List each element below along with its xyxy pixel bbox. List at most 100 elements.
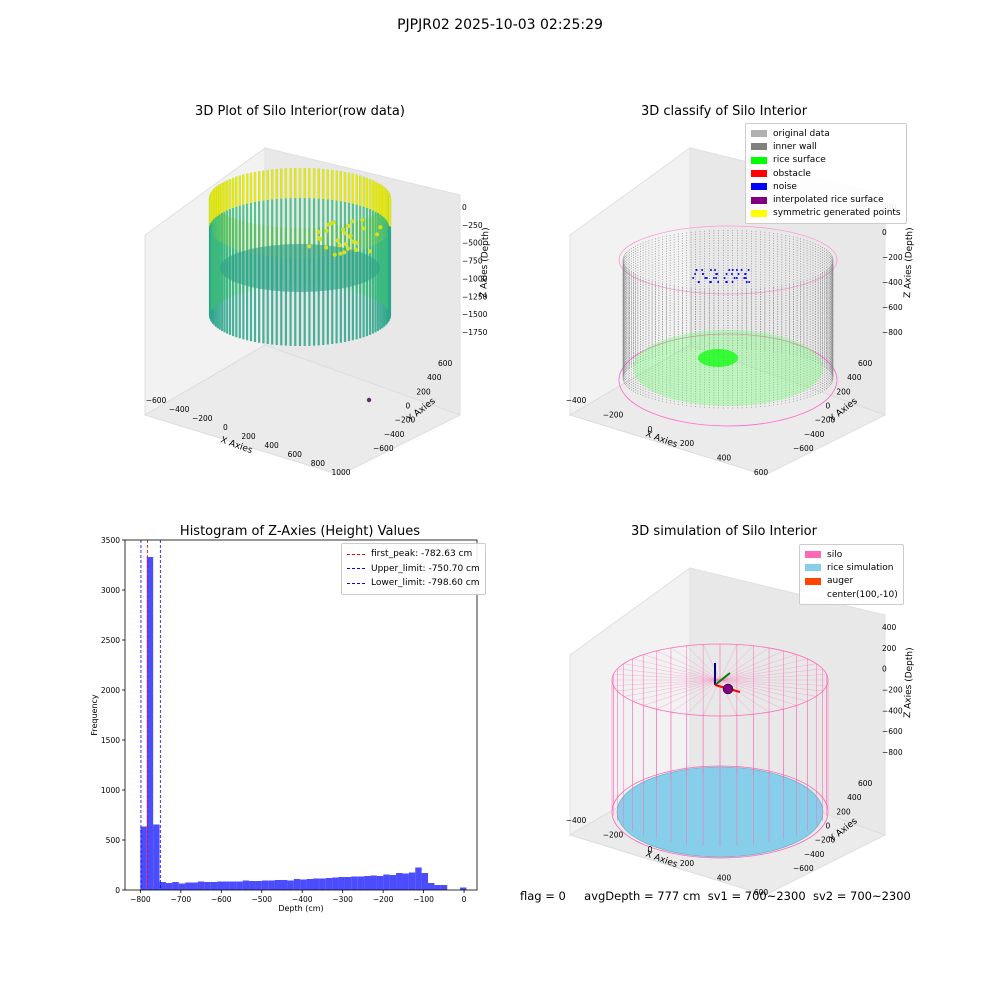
noise-point bbox=[732, 281, 734, 283]
y-tick-label: 400 bbox=[427, 373, 442, 382]
noise-point bbox=[724, 277, 726, 279]
y-tick-label: 200 bbox=[836, 807, 851, 816]
legend-label: center(100,-10) bbox=[827, 590, 898, 600]
noise-point bbox=[734, 277, 736, 279]
legend-swatch bbox=[751, 130, 767, 137]
legend-swatch bbox=[751, 170, 767, 177]
noise-point bbox=[736, 269, 738, 271]
legend-label: obstacle bbox=[773, 169, 811, 179]
x-tick-label: 400 bbox=[717, 874, 732, 883]
y-tick-label: 600 bbox=[858, 779, 873, 788]
z-axis-label: Z Axies (Depth) bbox=[479, 227, 491, 298]
legend-label: symmetric generated points bbox=[773, 208, 901, 218]
legend-item: center(100,-10) bbox=[805, 588, 898, 601]
classify-plot-title: 3D classify of Silo Interior bbox=[524, 104, 924, 119]
y-tick-label: 200 bbox=[836, 387, 851, 396]
noise-point bbox=[701, 269, 703, 271]
histogram-bar bbox=[351, 877, 357, 891]
noise-point bbox=[745, 277, 747, 279]
noise-point bbox=[341, 228, 345, 232]
histogram-bar bbox=[383, 875, 389, 891]
noise-point bbox=[745, 273, 747, 275]
x-tick-label: −400 bbox=[566, 396, 587, 405]
histogram-bar bbox=[281, 880, 287, 890]
y-tick-label: −600 bbox=[373, 444, 394, 453]
noise-point bbox=[698, 281, 700, 283]
noise-point bbox=[360, 218, 364, 222]
x-tick-label: −600 bbox=[146, 396, 167, 405]
noise-point bbox=[748, 281, 750, 283]
histogram-bar bbox=[326, 878, 332, 890]
x-tick-label: −400 bbox=[169, 405, 190, 414]
histogram-bar bbox=[371, 876, 377, 891]
y-tick-label: 400 bbox=[847, 373, 862, 382]
z-tick-label: 0 bbox=[882, 665, 887, 674]
simulation-plot-title: 3D simulation of Silo Interior bbox=[524, 524, 924, 539]
legend-label: interpolated rice surface bbox=[773, 195, 884, 205]
z-axis-label: Z Axies (Depth) bbox=[903, 227, 915, 298]
legend-label: original data bbox=[773, 129, 830, 139]
z-tick-label: −200 bbox=[882, 686, 903, 695]
legend-swatch bbox=[805, 551, 821, 558]
y-tick-label: −400 bbox=[384, 430, 405, 439]
legend-item: silo bbox=[805, 548, 898, 561]
x-axis-label: Depth (cm) bbox=[278, 904, 323, 913]
y-tick-label: −400 bbox=[804, 850, 825, 859]
avg-depth-text: avgDepth = 777 cm bbox=[584, 889, 700, 903]
x-tick-label: −600 bbox=[211, 895, 232, 904]
legend-swatch bbox=[805, 591, 821, 598]
noise-point bbox=[706, 277, 708, 279]
legend-swatch bbox=[751, 197, 767, 204]
y-tick-label: 600 bbox=[438, 359, 453, 368]
z-tick-label: −1750 bbox=[462, 328, 488, 337]
noise-point bbox=[710, 269, 712, 271]
rice-surface-peak bbox=[698, 349, 738, 367]
histogram-bar bbox=[441, 885, 447, 890]
z-tick-label: −600 bbox=[882, 303, 903, 312]
z-tick-label: 0 bbox=[462, 203, 467, 212]
histogram-bar bbox=[307, 879, 313, 890]
x-tick-label: 0 bbox=[223, 423, 228, 432]
legend-label: inner wall bbox=[773, 142, 817, 152]
histogram-bar bbox=[396, 873, 402, 890]
legend-item: auger bbox=[805, 575, 898, 588]
y-tick-label: 3000 bbox=[101, 586, 120, 595]
sv2-text: sv2 = 700~2300 bbox=[813, 889, 911, 903]
noise-point bbox=[716, 273, 718, 275]
y-tick-label: 0 bbox=[826, 822, 831, 831]
center-marker bbox=[723, 684, 733, 694]
histogram-bar bbox=[332, 878, 338, 891]
noise-point bbox=[355, 241, 359, 245]
histogram-bar bbox=[287, 881, 293, 891]
noise-point bbox=[731, 273, 733, 275]
noise-point bbox=[695, 269, 697, 271]
legend-line-sample bbox=[347, 554, 365, 555]
noise-point bbox=[333, 253, 337, 257]
x-tick-label: 0 bbox=[462, 895, 467, 904]
y-tick-label: 1500 bbox=[101, 736, 120, 745]
histogram-bar bbox=[390, 875, 396, 890]
x-tick-label: −200 bbox=[192, 414, 213, 423]
legend-item: original data bbox=[751, 127, 901, 140]
y-tick-label: 2500 bbox=[101, 636, 120, 645]
legend-swatch bbox=[751, 157, 767, 164]
noise-point bbox=[351, 240, 355, 244]
histogram-bar bbox=[217, 882, 223, 891]
legend-item: obstacle bbox=[751, 167, 901, 180]
y-tick-label: −600 bbox=[793, 444, 814, 453]
simulation-legend: silo rice simulation auger center(100,-10) bbox=[799, 544, 904, 605]
noise-point bbox=[350, 219, 354, 223]
legend-item: first_peak: -782.63 cm bbox=[347, 547, 480, 562]
legend-item: noise bbox=[751, 180, 901, 193]
y-axis-label: Frequency bbox=[90, 694, 99, 736]
histogram-bar bbox=[153, 825, 159, 891]
y-tick-label: 400 bbox=[847, 793, 862, 802]
noise-point bbox=[746, 281, 748, 283]
z-tick-label: −600 bbox=[882, 727, 903, 736]
legend-swatch bbox=[805, 564, 821, 571]
y-tick-label: 0 bbox=[406, 402, 411, 411]
legend-swatch bbox=[805, 578, 821, 585]
noise-point bbox=[741, 269, 743, 271]
noise-point bbox=[344, 242, 348, 246]
legend-label: noise bbox=[773, 182, 797, 192]
